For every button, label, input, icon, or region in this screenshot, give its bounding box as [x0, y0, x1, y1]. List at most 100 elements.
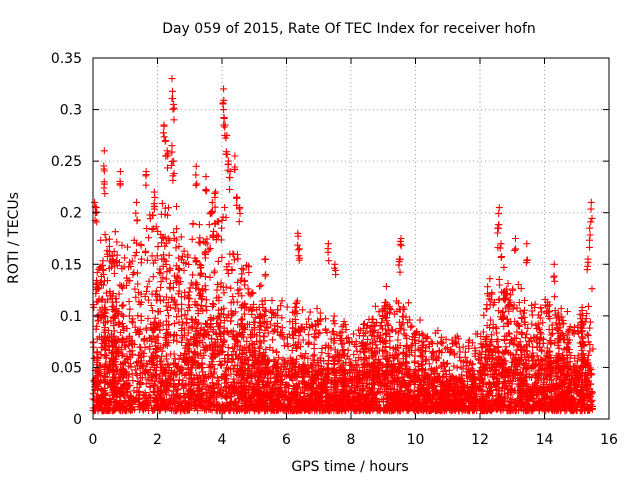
data-point — [177, 278, 185, 286]
data-point — [293, 344, 301, 352]
data-point — [129, 271, 137, 278]
data-point — [405, 299, 412, 307]
data-point — [278, 297, 286, 305]
data-point — [229, 327, 237, 335]
data-point — [516, 307, 524, 315]
data-point — [278, 314, 286, 322]
data-point — [111, 228, 119, 236]
data-point — [523, 381, 531, 389]
data-point — [382, 282, 390, 290]
data-point — [504, 280, 512, 287]
data-point — [480, 311, 488, 319]
data-point — [157, 269, 165, 277]
data-point — [438, 339, 446, 347]
data-point — [234, 321, 242, 329]
data-point — [584, 332, 592, 340]
data-point — [422, 334, 430, 342]
data-point — [154, 308, 162, 315]
data-point — [224, 270, 232, 277]
data-point — [310, 351, 318, 359]
data-point — [134, 312, 142, 320]
data-point — [375, 308, 383, 316]
data-point — [283, 303, 291, 311]
data-point — [143, 225, 151, 232]
data-point — [500, 322, 508, 330]
data-point — [170, 320, 178, 328]
data-point — [143, 256, 151, 264]
data-point — [305, 315, 312, 323]
data-point — [463, 368, 471, 376]
data-point — [188, 323, 196, 331]
data-point — [131, 285, 139, 293]
data-point — [240, 310, 248, 318]
data-point — [149, 273, 157, 281]
data-point — [141, 343, 149, 351]
data-point — [125, 298, 133, 305]
data-point — [560, 320, 568, 328]
data-point — [492, 325, 500, 332]
data-point — [277, 302, 285, 310]
data-point — [137, 240, 145, 248]
data-point — [137, 316, 145, 324]
data-point — [227, 317, 235, 325]
data-point — [521, 297, 529, 304]
data-point — [306, 308, 314, 316]
data-point — [355, 326, 362, 334]
data-point — [563, 308, 571, 316]
data-point — [437, 338, 445, 346]
data-point — [571, 323, 578, 331]
data-point — [571, 354, 579, 362]
data-point — [353, 347, 361, 355]
data-point — [477, 351, 485, 358]
data-point — [495, 276, 503, 283]
data-point — [120, 358, 128, 366]
data-point — [414, 360, 422, 367]
data-point — [145, 277, 153, 285]
data-point — [126, 258, 134, 266]
data-point — [157, 278, 165, 286]
data-point — [553, 325, 561, 333]
data-point — [416, 316, 424, 324]
data-point — [205, 221, 213, 229]
data-point — [163, 342, 171, 350]
data-point — [195, 221, 203, 229]
data-point — [299, 306, 306, 314]
data-point — [175, 254, 183, 262]
data-point — [177, 312, 185, 320]
data-point — [227, 284, 235, 292]
data-point — [210, 227, 218, 235]
data-point — [245, 269, 253, 276]
data-point — [105, 265, 113, 272]
data-point — [229, 345, 237, 353]
data-point — [162, 275, 170, 283]
data-point — [322, 315, 330, 323]
data-point — [143, 283, 151, 291]
data-point — [202, 296, 210, 304]
data-point — [243, 337, 251, 345]
data-point — [515, 322, 522, 330]
data-point — [551, 293, 559, 301]
data-point — [179, 252, 186, 260]
data-point — [484, 283, 492, 291]
data-point — [408, 322, 416, 330]
data-point — [158, 199, 166, 207]
data-point — [450, 362, 458, 370]
data-point — [444, 359, 452, 367]
data-point — [453, 364, 461, 372]
data-point — [150, 319, 158, 326]
data-point — [298, 367, 306, 375]
data-point — [195, 238, 203, 246]
data-point — [256, 282, 264, 290]
data-point — [244, 262, 252, 270]
data-point — [131, 366, 139, 374]
data-point — [342, 326, 350, 334]
data-point — [118, 311, 126, 319]
data-point — [586, 324, 594, 332]
data-point — [181, 311, 189, 319]
data-point — [124, 243, 131, 251]
data-point — [372, 302, 379, 310]
data-point — [131, 252, 139, 260]
data-point — [234, 255, 242, 263]
data-point — [423, 335, 431, 342]
data-point — [178, 300, 186, 308]
